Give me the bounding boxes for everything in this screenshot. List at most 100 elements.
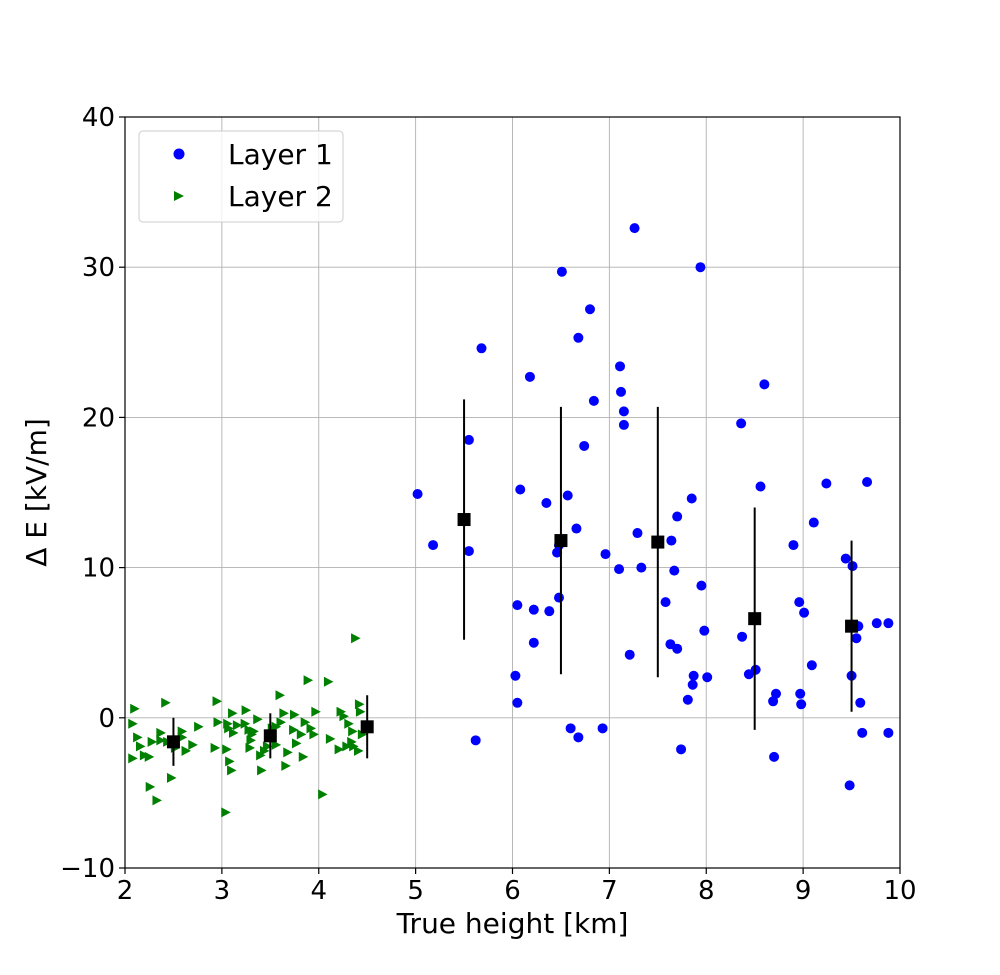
y-tick-label: 20 [82,403,115,433]
data-point-layer-1 [768,696,779,707]
data-point-layer-1 [871,618,882,629]
data-point-layer-2 [228,708,238,719]
x-axis-label: True height [km] [396,907,629,940]
data-point-layer-2 [128,753,138,764]
data-point-layer-1 [788,540,799,551]
data-point-layer-2 [136,741,146,752]
data-point-layer-2 [271,739,282,750]
data-point-layer-1 [840,553,851,564]
data-point-layer-2 [260,745,270,756]
data-point-layer-1 [795,688,806,699]
data-point-layer-2 [353,745,364,756]
data-point-layer-2 [147,736,158,747]
data-point-layer-1 [615,361,626,372]
x-tick-label: 2 [117,876,134,906]
data-point-layer-1 [666,535,677,546]
data-point-layer-1 [632,528,643,539]
data-point-layer-1 [883,618,894,629]
y-tick-label: 40 [82,103,115,133]
data-point-layer-1 [618,419,629,430]
mean-marker [166,735,180,749]
data-point-layer-1 [687,679,698,690]
data-point-layer-1 [618,406,629,417]
data-point-layer-2 [240,718,251,729]
data-point-layer-1 [676,744,687,755]
data-point-layer-2 [276,717,286,728]
data-point-layer-2 [339,711,349,722]
data-point-layer-1 [737,631,748,642]
data-point-layer-2 [311,706,321,717]
data-point-layer-1 [556,266,567,277]
data-point-layer-2 [318,789,328,800]
data-point-layer-1 [428,540,439,551]
x-tick-label: 5 [407,876,424,906]
data-point-layer-2 [289,724,299,735]
data-point-layer-1 [696,580,707,591]
data-point-layer-1 [512,600,523,611]
data-point-layer-2 [309,729,319,740]
y-tick-label: 0 [98,704,115,734]
data-point-layer-1 [759,379,770,390]
data-point-layer-1 [799,607,810,618]
data-point-layer-2 [144,751,155,762]
series-2 [128,633,368,818]
data-point-layer-2 [152,795,162,806]
mean-marker [651,535,665,549]
data-point-layer-2 [227,765,237,776]
data-point-layer-2 [306,723,316,734]
data-point-layer-1 [614,564,625,575]
data-point-layer-2 [156,735,166,746]
data-point-layer-1 [695,262,706,273]
data-point-layer-1 [588,395,599,406]
data-point-layer-2 [229,727,239,738]
data-point-layer-1 [616,386,626,397]
data-point-layer-2 [342,741,352,752]
data-point-layer-1 [624,649,635,660]
series-layer [128,223,894,818]
data-point-layer-1 [660,597,671,608]
data-point-layer-2 [298,751,309,762]
x-tick-label: 9 [795,876,812,906]
data-point-layer-1 [796,699,807,710]
series-1 [412,223,894,791]
data-point-layer-2 [188,739,198,750]
data-point-layer-2 [253,714,263,725]
data-point-layer-1 [544,606,555,617]
data-point-layer-2 [351,633,361,644]
data-point-layer-2 [334,744,345,755]
data-point-layer-2 [300,717,311,728]
data-point-layer-2 [133,732,143,743]
data-point-layer-1 [688,670,699,681]
data-point-layer-1 [755,481,766,492]
data-point-layer-2 [303,675,314,686]
y-axis-label: Δ E [kV/m] [20,418,53,567]
data-point-layer-2 [210,742,221,753]
data-point-layer-1 [573,332,584,343]
data-point-layer-1 [600,549,611,560]
data-point-layer-2 [245,742,255,753]
data-point-layer-1 [636,562,647,573]
data-point-layer-1 [769,751,780,762]
data-point-layer-2 [290,709,300,720]
data-point-layer-1 [510,670,521,681]
x-tick-label: 4 [310,876,327,906]
data-point-layer-1 [565,723,576,734]
data-point-layer-1 [585,304,595,315]
data-point-layer-2 [194,721,204,732]
data-point-layer-2 [130,703,140,714]
data-point-layer-1 [699,625,710,636]
data-point-layer-2 [167,772,177,783]
legend-marker-layer-2 [174,191,184,201]
data-point-layer-1 [528,604,539,615]
data-point-layer-1 [562,490,573,501]
data-point-layer-1 [573,732,584,743]
data-point-layer-1 [682,694,693,705]
mean-marker [457,513,471,527]
data-point-layer-1 [412,489,423,500]
data-point-layer-1 [702,672,713,683]
data-point-layer-1 [672,643,683,654]
data-point-layer-2 [257,765,267,776]
data-point-layer-2 [262,741,273,752]
data-point-layer-1 [524,371,535,382]
data-point-layer-1 [579,440,590,451]
